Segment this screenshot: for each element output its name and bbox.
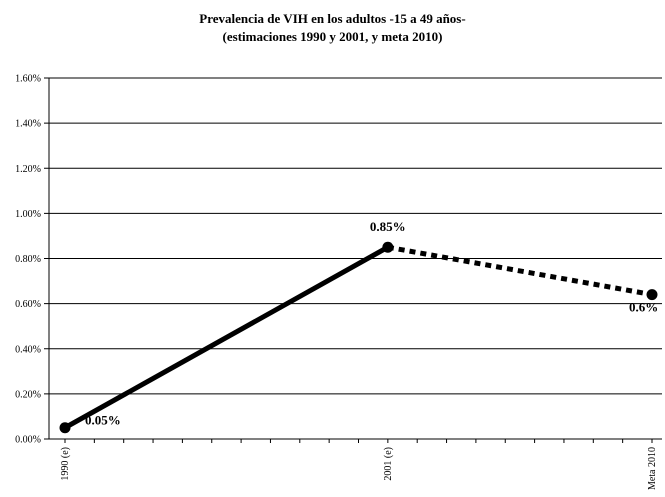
series-segment-solid [63,245,390,430]
data-point [646,289,658,301]
chart-title-line-1: Prevalencia de VIH en los adultos -15 a … [199,11,466,26]
y-tick-label: 1.00% [15,209,41,220]
x-tick-labels: 1990 (e) 2001 (e) Meta 2010 [60,447,658,490]
data-labels: 0.05% 0.85% 0.6% [85,219,658,428]
data-point [59,422,71,434]
data-point [382,241,394,253]
x-tick-label: Meta 2010 [647,447,658,490]
chart-title-line-2: (estimaciones 1990 y 2001, y meta 2010) [222,29,443,44]
y-tick-label: 1.40% [15,119,41,130]
y-tick-label: 0.00% [15,435,41,446]
y-tick-label: 1.60% [15,74,41,85]
axes [44,77,662,443]
x-tick-label: 1990 (e) [60,447,71,481]
y-tick-label: 0.40% [15,344,41,355]
x-tick-label: 2001 (e) [383,447,394,481]
y-tick-label: 0.20% [15,389,41,400]
data-label: 0.85% [370,219,406,234]
y-tick-label: 1.20% [15,164,41,175]
gridlines [49,77,662,395]
series-segment-dotted [387,244,653,298]
y-tick-label: 0.60% [15,299,41,310]
series [59,241,658,434]
y-tick-label: 0.80% [15,254,41,265]
data-label: 0.05% [85,413,121,428]
data-label: 0.6% [629,300,658,315]
y-tick-labels: 0.00% 0.20% 0.40% 0.60% 0.80% 1.00% 1.20% 1.40%… [15,74,41,446]
